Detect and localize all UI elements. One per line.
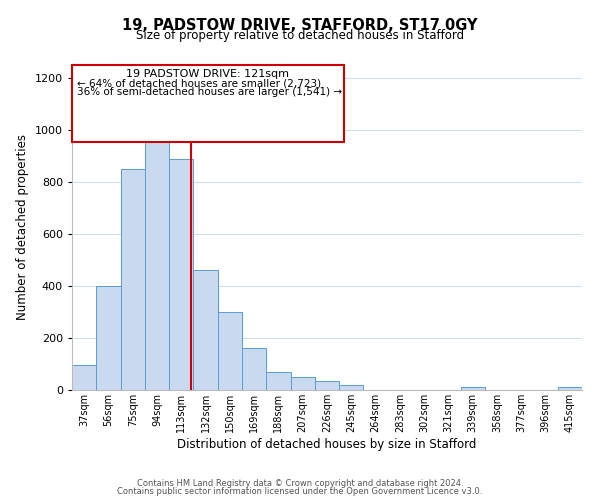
Bar — [72, 366, 96, 390]
Text: 19, PADSTOW DRIVE, STAFFORD, ST17 0GY: 19, PADSTOW DRIVE, STAFFORD, ST17 0GY — [122, 18, 478, 32]
Text: Contains HM Land Registry data © Crown copyright and database right 2024.: Contains HM Land Registry data © Crown c… — [137, 478, 463, 488]
Bar — [218, 312, 242, 390]
Text: Contains public sector information licensed under the Open Government Licence v3: Contains public sector information licen… — [118, 487, 482, 496]
Text: Size of property relative to detached houses in Stafford: Size of property relative to detached ho… — [136, 29, 464, 42]
Bar — [169, 158, 193, 390]
Bar — [461, 388, 485, 390]
Bar — [242, 348, 266, 390]
FancyBboxPatch shape — [72, 65, 344, 142]
Bar — [339, 385, 364, 390]
Text: 36% of semi-detached houses are larger (1,541) →: 36% of semi-detached houses are larger (… — [77, 87, 342, 97]
Bar — [121, 169, 145, 390]
Bar — [558, 388, 582, 390]
Bar — [266, 372, 290, 390]
Bar — [145, 138, 169, 390]
Bar — [193, 270, 218, 390]
Bar — [96, 286, 121, 390]
Text: 19 PADSTOW DRIVE: 121sqm: 19 PADSTOW DRIVE: 121sqm — [127, 69, 290, 79]
Bar — [290, 377, 315, 390]
Bar — [315, 381, 339, 390]
X-axis label: Distribution of detached houses by size in Stafford: Distribution of detached houses by size … — [178, 438, 476, 450]
Y-axis label: Number of detached properties: Number of detached properties — [16, 134, 29, 320]
Text: ← 64% of detached houses are smaller (2,723): ← 64% of detached houses are smaller (2,… — [77, 78, 321, 88]
